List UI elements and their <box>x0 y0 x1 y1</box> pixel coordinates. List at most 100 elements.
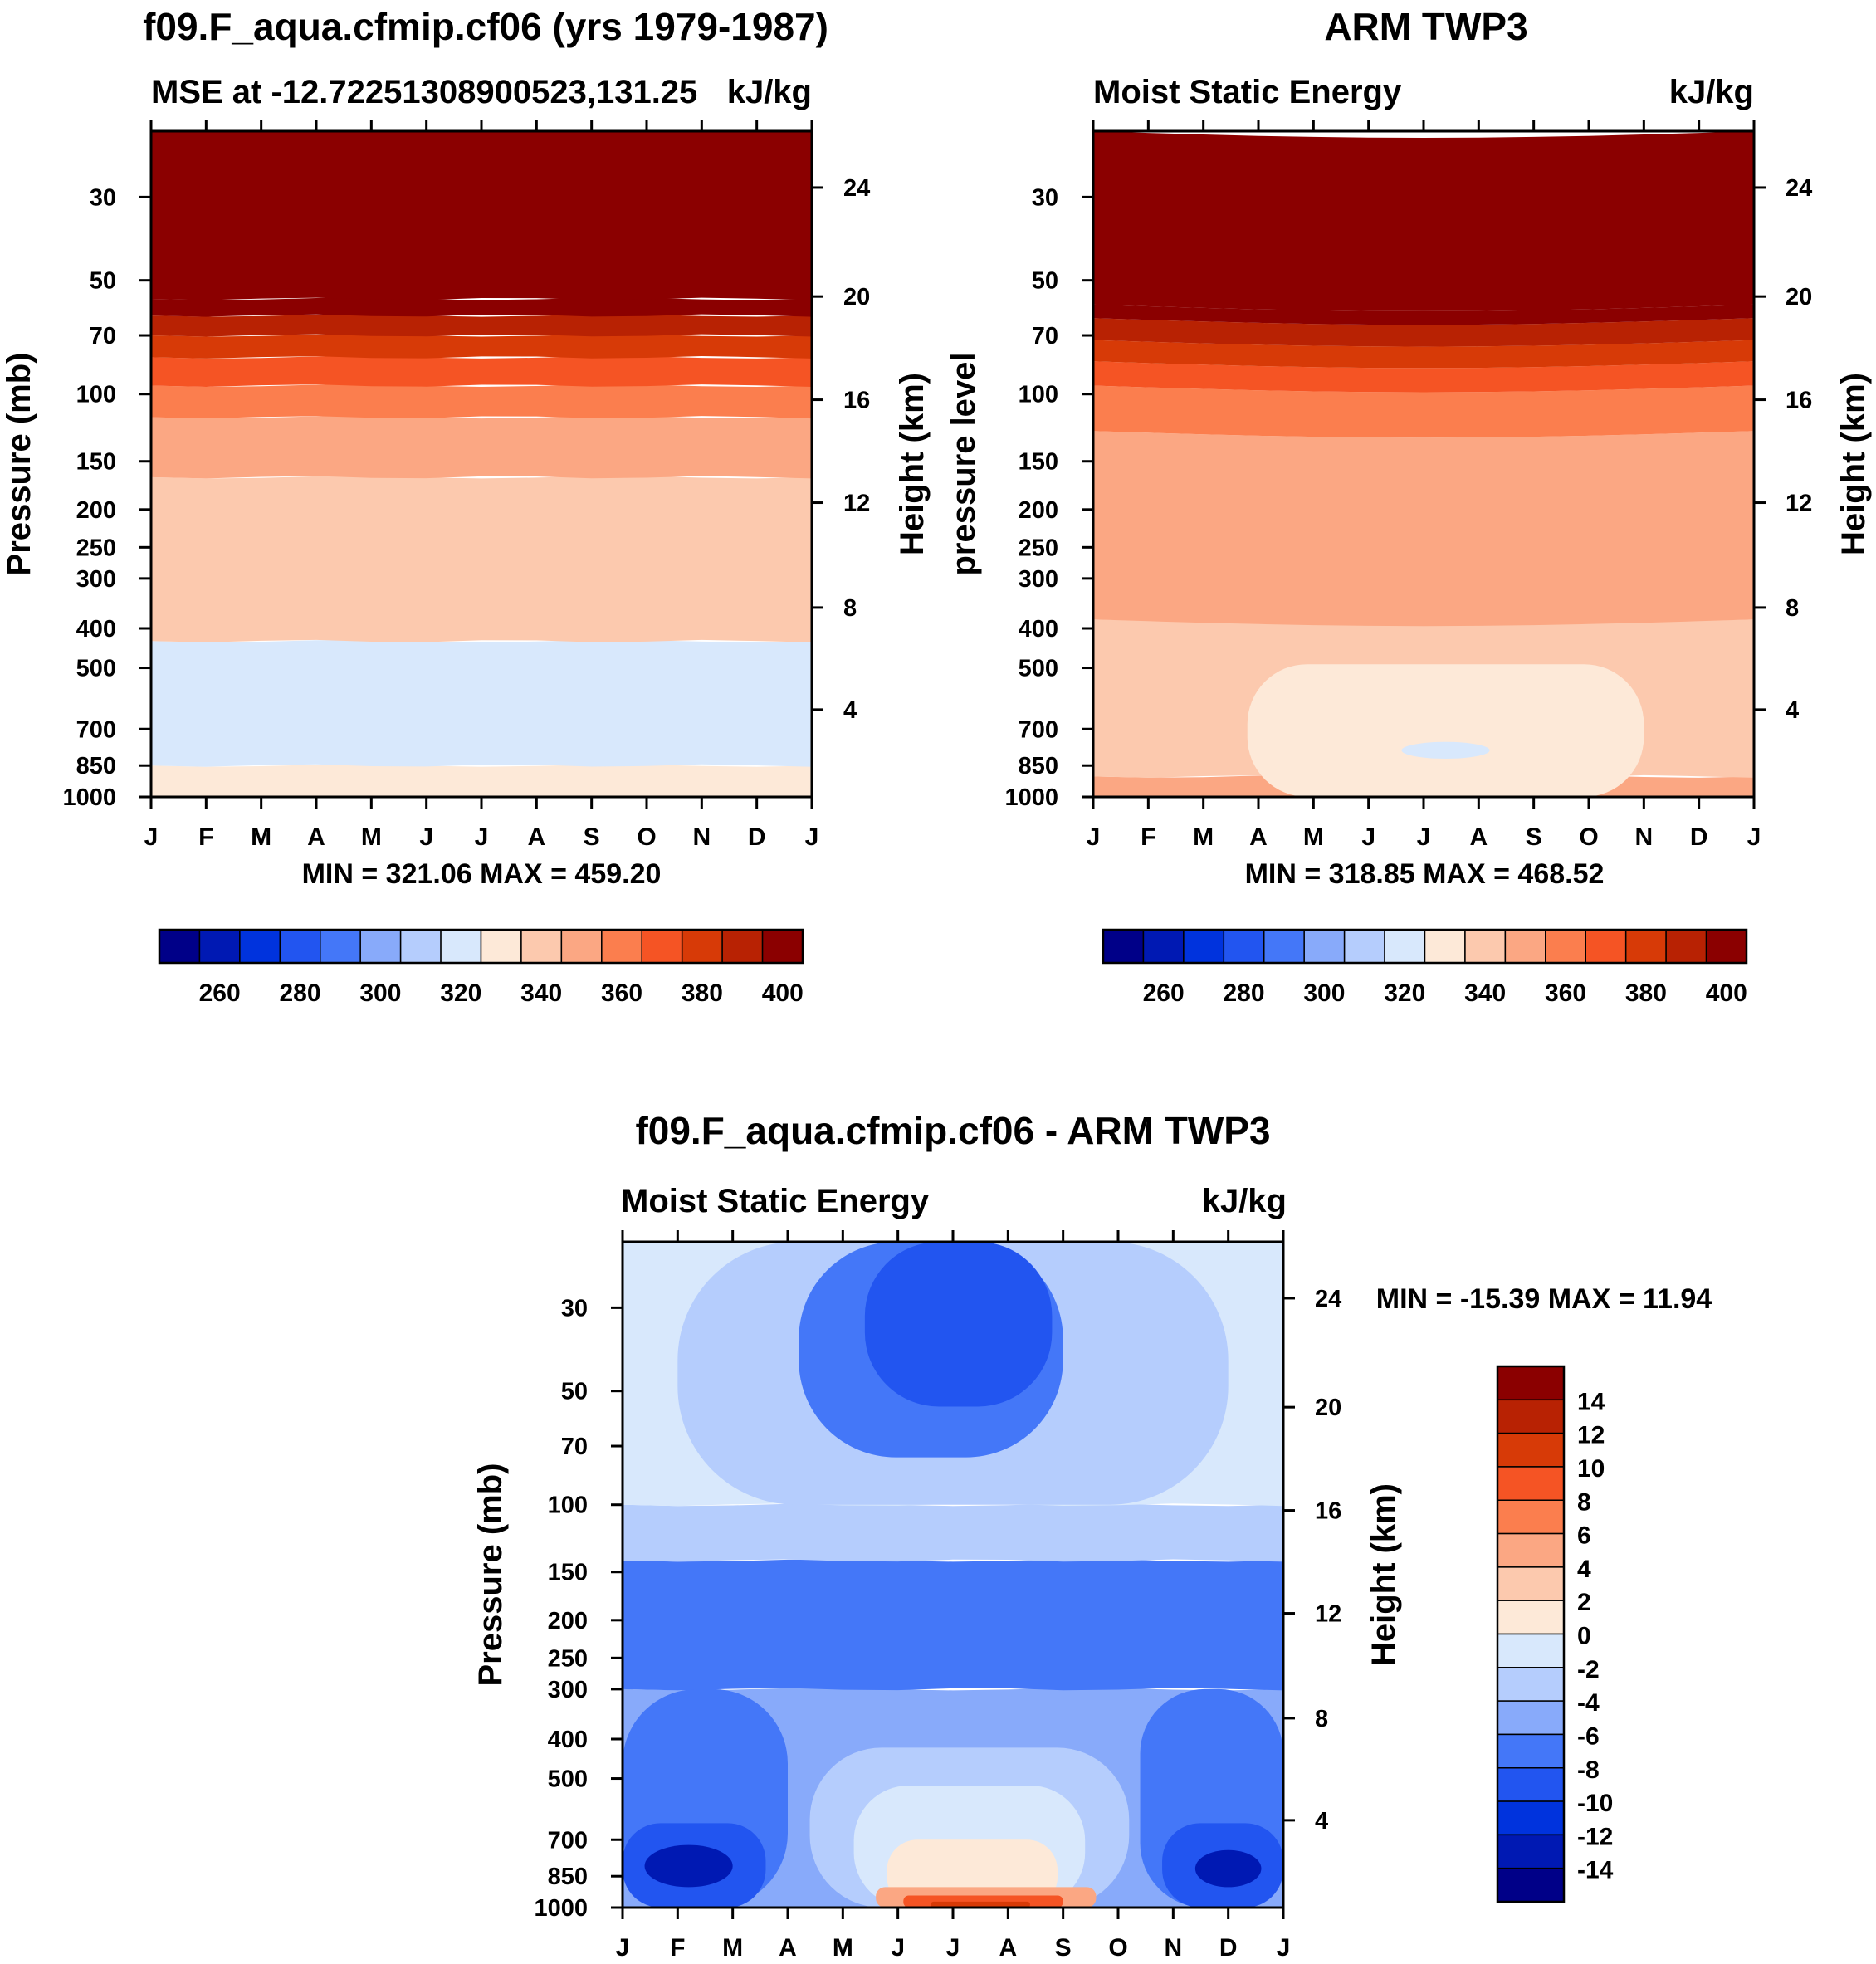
x-tick-label: N <box>1164 1934 1182 1962</box>
panel-1-subtitle-right: kJ/kg <box>727 74 812 110</box>
colorbar-swatch <box>320 929 361 964</box>
x-tick-label: F <box>1141 823 1155 851</box>
y-tick-label: 50 <box>561 1379 588 1405</box>
colorbar-label: 400 <box>1706 980 1747 1007</box>
y-tick-label: 70 <box>1032 323 1058 349</box>
x-tick-label: A <box>999 1934 1017 1962</box>
x-tick-label: A <box>1469 823 1488 851</box>
contour-band <box>151 131 812 300</box>
colorbar-label: 260 <box>1143 980 1185 1007</box>
y-tick-label: 250 <box>76 535 116 561</box>
panel-1-y2-axis-label: Height (km) <box>894 373 931 555</box>
y-tick-label: 1000 <box>62 784 116 811</box>
y-tick-label: 200 <box>76 497 116 524</box>
y-tick-label: 50 <box>90 268 116 295</box>
y-tick-label: 850 <box>548 1864 588 1890</box>
x-tick-label: J <box>144 823 159 851</box>
x-tick-label: N <box>1634 823 1653 851</box>
contour-band <box>151 314 812 337</box>
contour-band <box>151 476 812 642</box>
colorbar-swatch <box>239 929 281 964</box>
colorbar-swatch <box>1497 1532 1565 1568</box>
y-tick-label: 250 <box>548 1645 588 1672</box>
x-tick-label: A <box>779 1934 797 1962</box>
contour-band <box>1093 361 1754 393</box>
contour-band <box>1093 318 1754 347</box>
colorbar-swatch <box>601 929 642 964</box>
colorbar-label: 4 <box>1577 1556 1591 1583</box>
y2-tick-label: 4 <box>1786 697 1799 724</box>
y-tick-label: 300 <box>548 1677 588 1703</box>
y-tick-label: 100 <box>76 382 116 408</box>
y-tick-label: 70 <box>561 1434 588 1460</box>
y-tick-label: 150 <box>548 1560 588 1586</box>
contour-blob <box>1401 741 1490 759</box>
colorbar-swatch <box>1497 1499 1565 1535</box>
y-tick-label: 500 <box>548 1766 588 1793</box>
contour-band <box>1093 340 1754 369</box>
colorbar-swatch <box>1343 929 1385 964</box>
y-tick-label: 250 <box>1019 535 1058 561</box>
y2-tick-label: 16 <box>1315 1498 1341 1525</box>
contour-band <box>1093 431 1754 627</box>
contour-blob <box>644 1844 733 1888</box>
colorbar-label: 400 <box>762 980 804 1007</box>
colorbar-label: 12 <box>1577 1422 1605 1449</box>
y-tick-label: 150 <box>1019 449 1058 476</box>
colorbar-label: -12 <box>1577 1823 1613 1850</box>
x-tick-label: J <box>616 1934 630 1962</box>
contour-blob <box>931 1901 1030 1908</box>
contour-band <box>623 1559 1283 1691</box>
x-tick-label: J <box>805 823 819 851</box>
x-tick-label: J <box>1747 823 1761 851</box>
y2-tick-label: 12 <box>1786 491 1812 517</box>
panel-2-y2-axis-label: Height (km) <box>1835 373 1872 555</box>
panel-1-y-axis-label: Pressure (mb) <box>1 353 37 576</box>
colorbar-swatch <box>681 929 723 964</box>
y-tick-label: 700 <box>1019 716 1058 743</box>
colorbar-swatch <box>1585 929 1627 964</box>
colorbar-label: 300 <box>359 980 401 1007</box>
y-tick-label: 100 <box>1019 382 1058 408</box>
x-tick-label: S <box>584 823 600 851</box>
colorbar-swatch <box>1545 929 1586 964</box>
x-tick-label: O <box>637 823 656 851</box>
x-tick-label: D <box>1690 823 1708 851</box>
y-tick-label: 70 <box>90 323 116 349</box>
y2-tick-label: 4 <box>1315 1808 1328 1835</box>
y2-tick-label: 20 <box>843 284 870 310</box>
panel-3-axes: J F M A M J J A S O N D J 30 50 70 100 150 200 250 300 400 500… <box>534 1230 1341 1962</box>
colorbar-label: 2 <box>1577 1589 1591 1616</box>
colorbar-swatch <box>1497 1767 1565 1802</box>
colorbar-label: 260 <box>199 980 241 1007</box>
colorbar-label: -4 <box>1577 1689 1600 1717</box>
colorbar-label: 8 <box>1577 1488 1591 1516</box>
contour-band <box>1093 304 1754 325</box>
panel-3-subtitle-left: Moist Static Energy <box>621 1183 930 1219</box>
colorbar-label: 280 <box>280 980 321 1007</box>
y-tick-label: 700 <box>76 716 116 743</box>
y-tick-label: 700 <box>548 1827 588 1854</box>
colorbar-swatch <box>761 929 804 964</box>
contour-band <box>1093 131 1754 311</box>
colorbar-label: 6 <box>1577 1522 1591 1550</box>
colorbar-swatch <box>1497 1667 1565 1702</box>
y2-tick-label: 4 <box>843 697 857 724</box>
colorbar-swatch <box>1497 1566 1565 1601</box>
y-tick-label: 200 <box>548 1608 588 1634</box>
y2-tick-label: 24 <box>1786 175 1812 202</box>
colorbar-label: 380 <box>682 980 723 1007</box>
contour-band <box>151 356 812 387</box>
x-tick-label: A <box>307 823 325 851</box>
x-tick-label: M <box>833 1934 853 1962</box>
contour-band <box>151 334 812 359</box>
panel-2-minmax: MIN = 318.85 MAX = 468.52 <box>1245 858 1605 890</box>
y2-tick-label: 24 <box>843 175 870 202</box>
x-tick-label: J <box>475 823 489 851</box>
colorbar-swatch <box>198 929 241 964</box>
colorbar-label: 360 <box>601 980 642 1007</box>
colorbar-label: -14 <box>1577 1857 1614 1884</box>
y-tick-label: 400 <box>548 1727 588 1753</box>
colorbar-label: 10 <box>1577 1455 1605 1483</box>
